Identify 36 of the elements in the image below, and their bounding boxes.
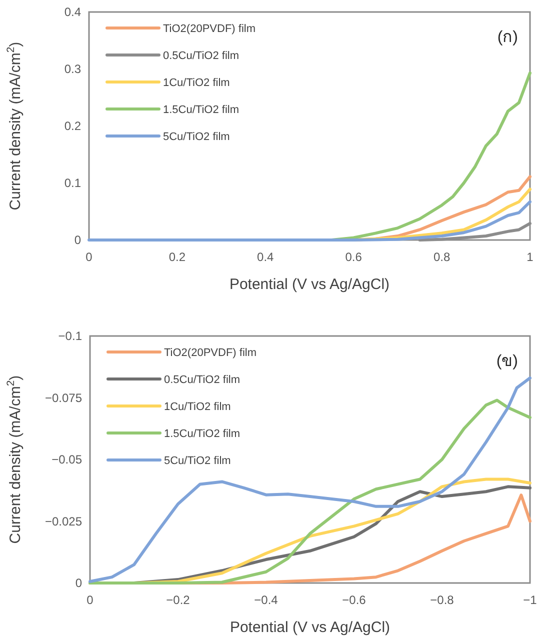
legend-label: TiO2(20PVDF) film — [163, 23, 256, 35]
x-tick-label: −0.6 — [342, 593, 366, 607]
legend-label: 1Cu/TiO2 film — [163, 77, 230, 89]
y-tick-label: 0.1 — [64, 176, 82, 190]
legend-label: 1Cu/TiO2 film — [164, 401, 231, 413]
x-tick-label: 1 — [526, 250, 534, 264]
x-axis-title: Potential (V vs Ag/AgCl) — [230, 619, 390, 636]
annotation: (ข) — [496, 353, 518, 370]
x-tick-label: 0.8 — [433, 250, 450, 264]
y-tick-label: 0.2 — [64, 119, 82, 133]
legend-label: 0.5Cu/TiO2 film — [163, 50, 240, 62]
y-tick-label: 0 — [75, 576, 82, 590]
y-tick-label: −0.075 — [44, 390, 82, 405]
x-tick-label: 0.6 — [345, 250, 362, 264]
x-tick-label: −1 — [523, 593, 538, 607]
x-tick-label: 0.2 — [168, 250, 186, 264]
x-tick-label: 0.4 — [257, 250, 274, 264]
legend-label: 5Cu/TiO2 film — [164, 455, 231, 467]
legend-label: 1.5Cu/TiO2 film — [164, 428, 240, 440]
legend-label: 0.5Cu/TiO2 film — [164, 374, 240, 386]
annotation: (ก) — [497, 29, 518, 46]
x-axis-title: Potential (V vs Ag/AgCl) — [229, 276, 390, 293]
y-tick-label: −0.025 — [44, 514, 82, 528]
y-tick-label: −0.1 — [58, 329, 82, 343]
x-tick-label: −0.4 — [254, 593, 278, 607]
legend-label: 5Cu/TiO2 film — [163, 131, 230, 143]
x-tick-label: −0.2 — [166, 593, 190, 607]
x-tick-label: −0.8 — [430, 593, 454, 607]
x-tick-label: 0 — [86, 593, 94, 607]
legend-label: 1.5Cu/TiO2 film — [163, 104, 240, 116]
y-tick-label: 0.3 — [64, 62, 82, 76]
y-tick-label: 0 — [74, 233, 82, 247]
y-tick-label: −0.05 — [52, 452, 82, 466]
legend-label: TiO2(20PVDF) film — [164, 347, 256, 359]
y-tick-label: 0.4 — [64, 5, 82, 19]
x-tick-label: 0 — [86, 250, 93, 264]
